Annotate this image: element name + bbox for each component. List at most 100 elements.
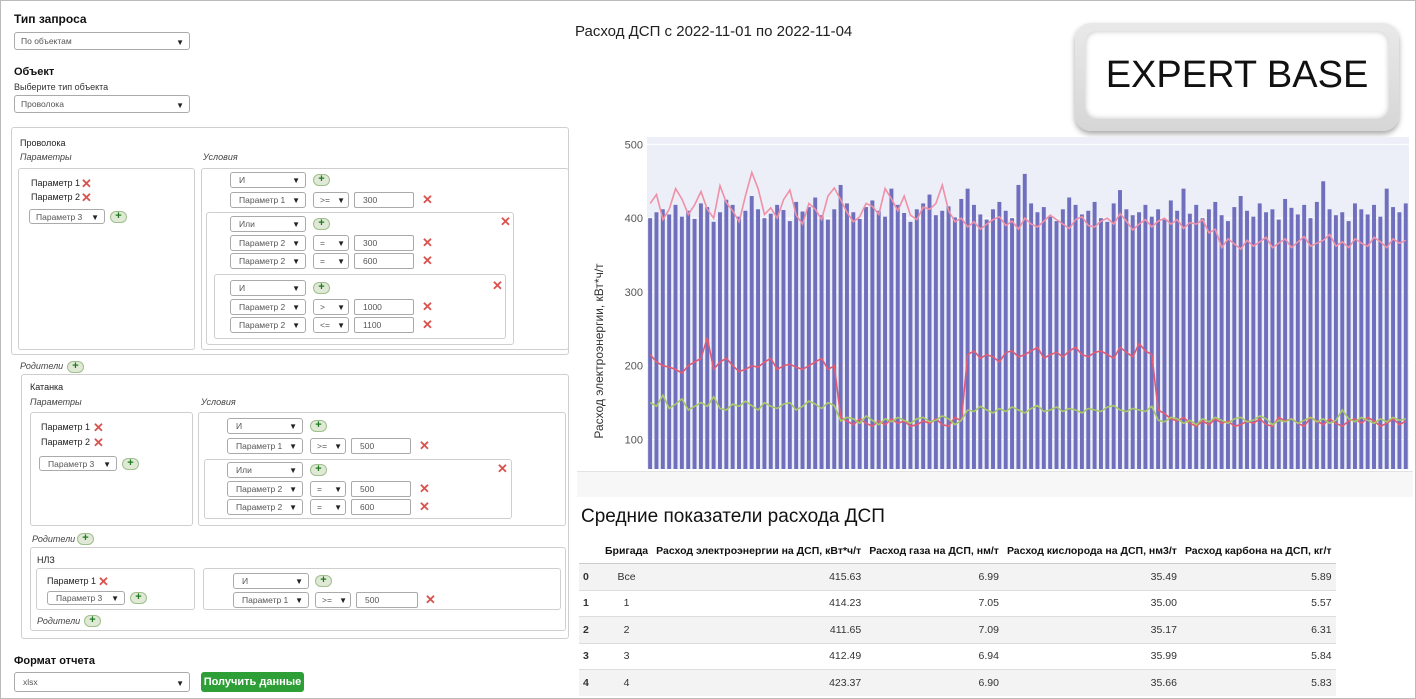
wire-group1-row2-param[interactable]: Параметр 2 ▼	[230, 253, 306, 269]
chevron-down-icon: ▼	[337, 257, 345, 266]
get-data-button[interactable]: Получить данные	[201, 672, 304, 692]
bar	[1092, 201, 1097, 469]
remove-icon[interactable]: ✕	[81, 190, 92, 205]
wire-group1-row1-cmp[interactable]: = ▼	[313, 235, 349, 251]
katanka-group1-row2-param[interactable]: Параметр 2 ▼	[227, 499, 303, 515]
wire-group2-op[interactable]: И ▼	[230, 280, 306, 296]
katanka-cond1-param[interactable]: Параметр 1 ▼	[227, 438, 303, 454]
bar	[724, 199, 729, 469]
katanka-group1-op[interactable]: Или ▼	[227, 462, 303, 478]
add-parent-button[interactable]: +	[67, 361, 84, 373]
katanka-cond-op[interactable]: И ▼	[227, 418, 303, 434]
remove-icon[interactable]: ✕	[422, 253, 433, 268]
nlz-param-select[interactable]: Параметр 3 ▼	[47, 591, 125, 605]
bar	[857, 218, 862, 469]
nlz-param-select-value: Параметр 3	[56, 593, 103, 603]
remove-icon[interactable]: ✕	[425, 592, 436, 607]
row-gas: 6.90	[865, 669, 1003, 696]
wire-group2-row2-param[interactable]: Параметр 2 ▼	[230, 317, 306, 333]
katanka-cond1-cmp[interactable]: >= ▼	[310, 438, 346, 454]
add-condition-button[interactable]: +	[313, 282, 330, 294]
remove-icon[interactable]: ✕	[93, 435, 104, 450]
add-param-button[interactable]: +	[122, 458, 139, 470]
remove-group-icon[interactable]: ✕	[492, 278, 503, 293]
wire-group1-row2-value[interactable]: 600	[354, 253, 414, 269]
bar	[1181, 188, 1186, 469]
y-tick-label: 300	[625, 287, 643, 299]
nlz-cond-op[interactable]: И ▼	[233, 573, 309, 589]
add-condition-button[interactable]: +	[315, 575, 332, 587]
wire-cond1-param[interactable]: Параметр 1 ▼	[230, 192, 306, 208]
row-index: 3	[579, 642, 601, 670]
bar	[838, 184, 843, 469]
wire-group2-row2-value[interactable]: 1100	[354, 317, 414, 333]
wire-group2-row1-cmp[interactable]: > ▼	[313, 299, 349, 315]
table-row: 4 4 423.37 6.90 35.66 5.83	[579, 669, 1336, 696]
remove-icon[interactable]: ✕	[81, 176, 92, 191]
remove-icon[interactable]: ✕	[419, 499, 430, 514]
wire-cond1-value[interactable]: 300	[354, 192, 414, 208]
remove-icon[interactable]: ✕	[422, 192, 433, 207]
wire-cond-op-select[interactable]: И ▼	[230, 172, 306, 188]
object-type-select[interactable]: Проволока ▼	[14, 95, 190, 113]
nlz-cond1-param[interactable]: Параметр 1 ▼	[233, 592, 309, 608]
wire-group2-row1-param[interactable]: Параметр 2 ▼	[230, 299, 306, 315]
bar	[692, 218, 697, 469]
bar	[1225, 221, 1230, 469]
query-type-select[interactable]: По объектам ▼	[14, 32, 190, 50]
bar	[1238, 196, 1243, 469]
wire-group1-row1-param[interactable]: Параметр 2 ▼	[230, 235, 306, 251]
remove-icon[interactable]: ✕	[422, 317, 433, 332]
katanka-title: Катанка	[30, 382, 64, 392]
nlz-cond-op-value: И	[242, 576, 249, 586]
wire-group1-row2-cmp[interactable]: = ▼	[313, 253, 349, 269]
katanka-cond-op-value: И	[236, 421, 243, 431]
cmp-value: >=	[322, 595, 332, 605]
add-condition-button[interactable]: +	[310, 420, 327, 432]
bar	[1124, 209, 1129, 469]
remove-icon[interactable]: ✕	[93, 420, 104, 435]
katanka-group1-row2-cmp[interactable]: = ▼	[310, 499, 346, 515]
remove-group-icon[interactable]: ✕	[500, 214, 511, 229]
add-condition-button[interactable]: +	[313, 218, 330, 230]
katanka-param-select[interactable]: Параметр 3 ▼	[39, 456, 117, 471]
wire-group2-row2-cmp[interactable]: <= ▼	[313, 317, 349, 333]
remove-icon[interactable]: ✕	[98, 574, 109, 589]
nlz-cond1-cmp[interactable]: >= ▼	[315, 592, 351, 608]
bar	[1175, 210, 1180, 469]
add-parent-button[interactable]: +	[84, 615, 101, 627]
add-param-button[interactable]: +	[130, 592, 147, 604]
wire-group1-op[interactable]: Или ▼	[230, 216, 306, 232]
remove-icon[interactable]: ✕	[422, 299, 433, 314]
katanka-cond1-value[interactable]: 500	[351, 438, 411, 454]
y-axis-label: Расход электроэнергии, кВт*ч/т	[592, 263, 606, 439]
wire-param-select[interactable]: Параметр 3 ▼	[29, 209, 105, 224]
wire-group2-row1-value[interactable]: 1000	[354, 299, 414, 315]
katanka-group1-row1-cmp[interactable]: = ▼	[310, 481, 346, 497]
add-condition-button[interactable]: +	[310, 464, 327, 476]
remove-group-icon[interactable]: ✕	[497, 461, 508, 476]
katanka-group1-row2-value[interactable]: 600	[351, 499, 411, 515]
y-tick-label: 100	[625, 434, 643, 446]
add-param-button[interactable]: +	[110, 211, 127, 223]
col-oxygen-header: Расход кислорода на ДСП, нм3/т	[1002, 539, 1181, 564]
remove-icon[interactable]: ✕	[422, 235, 433, 250]
remove-icon[interactable]: ✕	[419, 481, 430, 496]
wire-group1-row1-value[interactable]: 300	[354, 235, 414, 251]
chevron-down-icon: ▼	[292, 321, 300, 330]
chevron-down-icon: ▼	[289, 422, 297, 431]
report-format-select[interactable]: xlsx ▼	[14, 672, 190, 692]
add-condition-button[interactable]: +	[313, 174, 330, 186]
chart-footer	[577, 471, 1413, 497]
nlz-cond1-value[interactable]: 500	[356, 592, 418, 608]
bar	[952, 217, 957, 469]
katanka-group1-row1-value[interactable]: 500	[351, 481, 411, 497]
add-parent-button[interactable]: +	[77, 533, 94, 545]
series-line	[649, 393, 1406, 426]
chevron-down-icon: ▼	[292, 303, 300, 312]
remove-icon[interactable]: ✕	[419, 438, 430, 453]
katanka-group1-row1-param[interactable]: Параметр 2 ▼	[227, 481, 303, 497]
bar	[1308, 218, 1313, 469]
wire-cond1-cmp[interactable]: >= ▼	[313, 192, 349, 208]
row-elec: 415.63	[652, 563, 866, 590]
